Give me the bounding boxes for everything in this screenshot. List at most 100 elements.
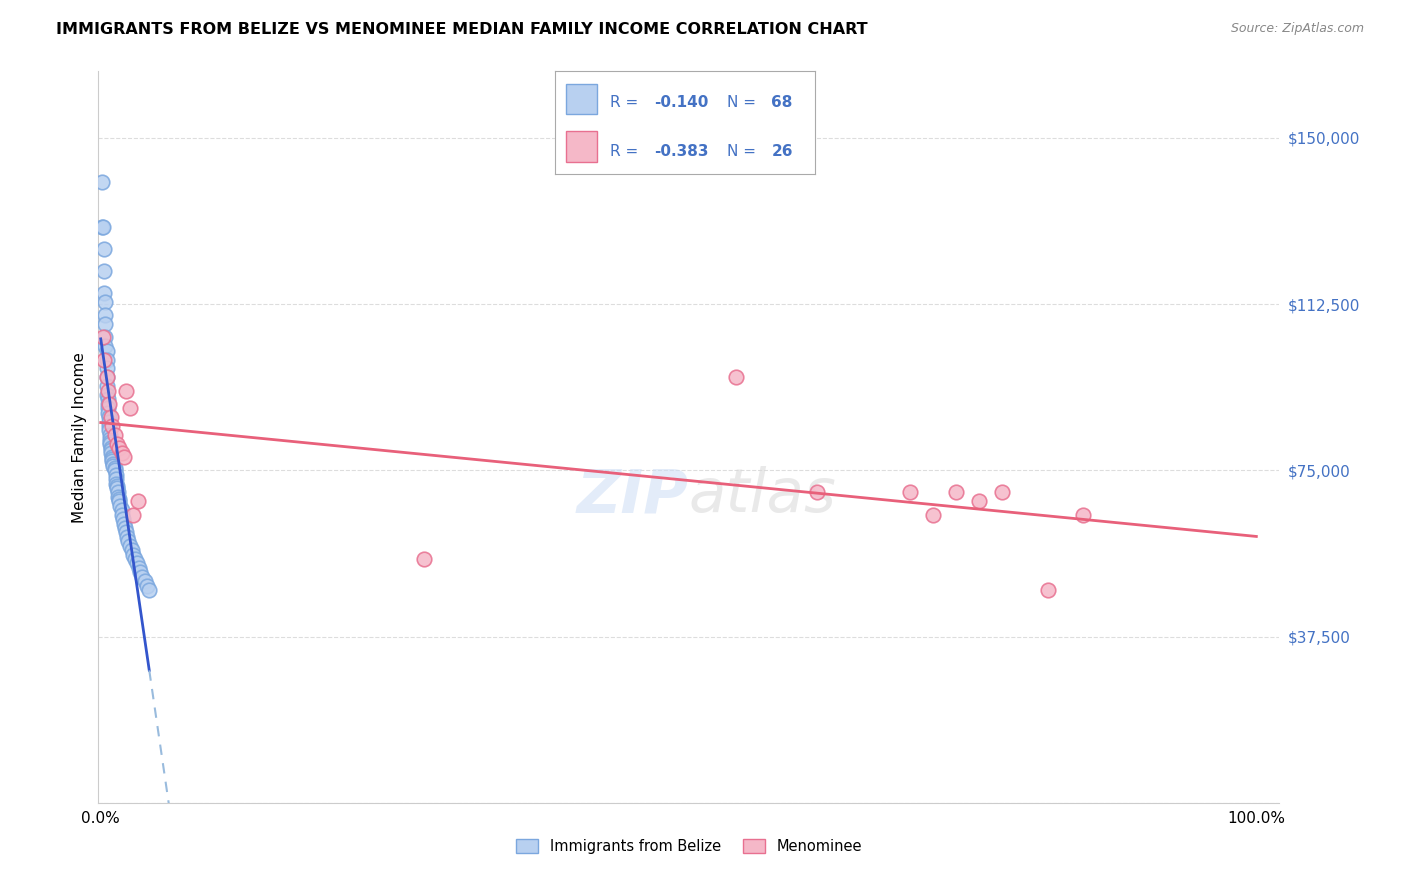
Text: atlas: atlas [689, 467, 837, 525]
Point [103, 457, 125, 471]
Point [94, 330, 117, 344]
Point [128, 561, 150, 575]
Point [96, 343, 118, 358]
Point [129, 566, 152, 580]
Point [110, 499, 132, 513]
Point [98, 436, 121, 450]
Point [93, 242, 115, 256]
Text: IMMIGRANTS FROM BELIZE VS MENOMINEE MEDIAN FAMILY INCOME CORRELATION CHART: IMMIGRANTS FROM BELIZE VS MENOMINEE MEDI… [56, 22, 868, 37]
Point [97, 392, 120, 407]
Point [91, 219, 114, 234]
Point [100, 441, 122, 455]
Point [921, 508, 943, 522]
Point [110, 503, 132, 517]
Point [94, 294, 117, 309]
FancyBboxPatch shape [565, 131, 598, 161]
Point [107, 490, 129, 504]
Point [112, 516, 135, 531]
Point [108, 494, 131, 508]
Point [131, 570, 153, 584]
Point [107, 485, 129, 500]
Point [101, 454, 124, 468]
Point [115, 525, 138, 540]
Point [97, 406, 120, 420]
Point [105, 479, 128, 493]
Point [1038, 582, 1060, 597]
Point [97, 419, 120, 434]
Y-axis label: Median Family Income: Median Family Income [72, 351, 87, 523]
Point [94, 339, 117, 353]
Point [94, 317, 117, 331]
Point [105, 481, 128, 495]
Text: R =: R = [610, 95, 643, 111]
Point [138, 582, 160, 597]
Text: ZIP: ZIP [576, 467, 689, 525]
Point [100, 410, 122, 425]
Point [118, 539, 141, 553]
Point [101, 450, 124, 464]
Point [104, 463, 127, 477]
Point [108, 492, 131, 507]
Point [124, 552, 146, 566]
Point [97, 410, 120, 425]
Point [117, 530, 139, 544]
Point [97, 384, 120, 398]
Point [96, 388, 118, 402]
Point [115, 384, 138, 398]
Point [97, 397, 120, 411]
Point [110, 508, 132, 522]
Point [991, 485, 1014, 500]
Point [98, 432, 121, 446]
Point [97, 397, 120, 411]
Point [111, 512, 134, 526]
Text: R =: R = [610, 144, 643, 159]
Point [122, 508, 145, 522]
Point [96, 370, 118, 384]
Point [104, 461, 127, 475]
Point [117, 534, 139, 549]
Point [127, 494, 149, 508]
Point [103, 458, 125, 473]
Point [90, 175, 112, 189]
Point [90, 219, 112, 234]
Point [122, 548, 145, 562]
Point [118, 401, 141, 416]
Point [967, 494, 990, 508]
Point [93, 352, 115, 367]
FancyBboxPatch shape [565, 84, 598, 114]
Point [121, 543, 143, 558]
Point [134, 574, 156, 589]
Text: -0.383: -0.383 [654, 144, 709, 159]
Point [96, 370, 118, 384]
Point [98, 428, 121, 442]
Point [98, 434, 121, 449]
Point [136, 578, 159, 592]
Point [97, 415, 120, 429]
Point [96, 352, 118, 367]
Point [108, 441, 131, 455]
Point [104, 472, 127, 486]
Point [91, 330, 114, 344]
Point [110, 445, 132, 459]
Text: N =: N = [727, 95, 761, 111]
Legend: Immigrants from Belize, Menominee: Immigrants from Belize, Menominee [516, 839, 862, 854]
Point [725, 370, 748, 384]
Point [104, 476, 127, 491]
Point [97, 424, 120, 438]
Text: -0.140: -0.140 [654, 95, 709, 111]
Point [806, 485, 828, 500]
Point [413, 552, 436, 566]
Text: 26: 26 [772, 144, 793, 159]
Point [101, 419, 124, 434]
Point [93, 285, 115, 300]
Point [945, 485, 967, 500]
Point [94, 308, 117, 322]
Point [100, 443, 122, 458]
Point [93, 264, 115, 278]
Point [125, 557, 148, 571]
Point [104, 428, 127, 442]
Text: 68: 68 [772, 95, 793, 111]
Point [97, 401, 120, 416]
Point [104, 467, 127, 482]
Text: Source: ZipAtlas.com: Source: ZipAtlas.com [1230, 22, 1364, 36]
